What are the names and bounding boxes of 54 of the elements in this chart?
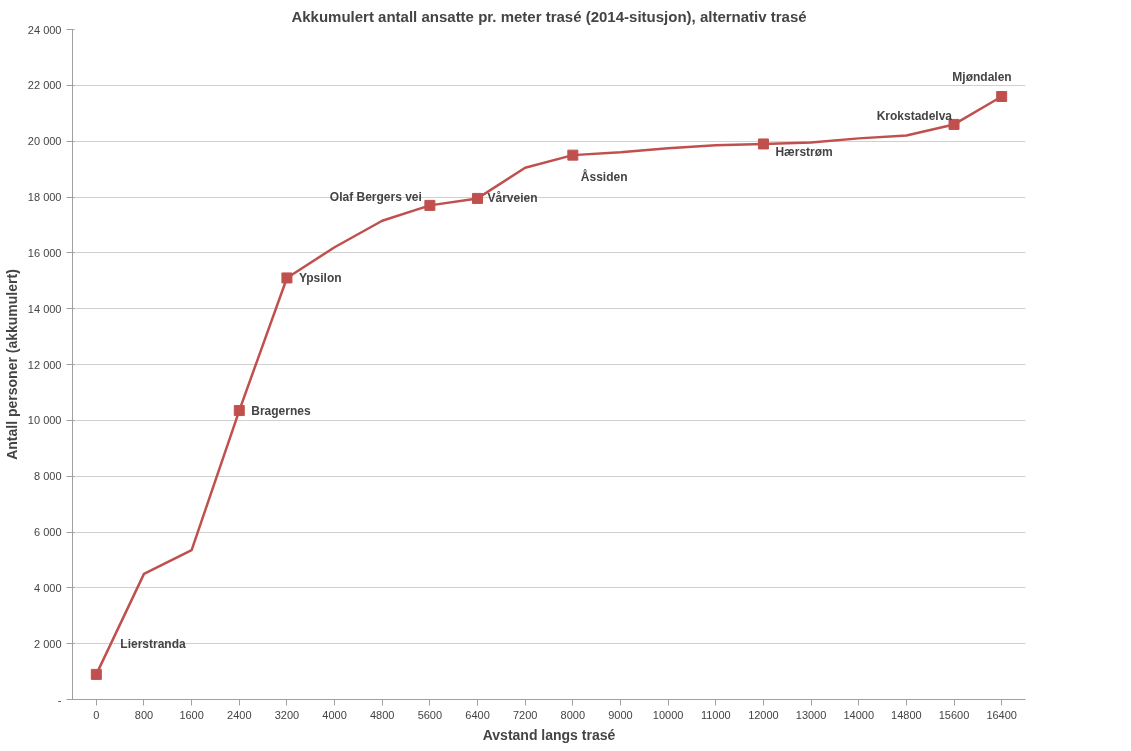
annotation: Vårveien [487,191,538,206]
y-tick-label: 12 000 [27,358,62,371]
x-tick-label: 4000 [322,708,347,721]
y-tick-label: 2 000 [33,637,62,650]
y-tick-label: 4 000 [33,581,62,594]
x-tick-label: 3200 [274,708,300,721]
x-tick-label: 9000 [608,708,633,721]
point [90,668,102,680]
y-axis-title: Antall personer (akkumulert) [3,269,20,460]
y-tick-label: - [57,693,62,706]
x-tick-label: 5600 [417,708,443,721]
x-tick-label: 16400 [986,708,1017,721]
x-tick-label: 1600 [179,708,204,721]
x-tick-label: 800 [134,708,154,721]
x-tick-label: 2400 [227,708,252,721]
x-tick-label: 11000 [700,708,731,721]
y-tick-label: 20 000 [27,135,62,148]
x-tick-label: 15600 [938,708,970,721]
x-tick-label: 13000 [795,708,827,721]
annotation: Ypsilon [298,270,342,285]
annotation: Lierstranda [120,637,187,652]
y-tick-label: 24 000 [27,23,62,36]
y-tick-label: 8 000 [33,470,62,483]
point [567,149,579,161]
y-tick-label: 14 000 [27,302,62,315]
point [757,138,769,150]
point [996,91,1008,102]
annotation: Krokstadelva [876,109,953,124]
y-tick-label: 22 000 [27,79,62,92]
annotation: Bragernes [251,403,311,418]
x-tick-label: 14800 [891,708,922,721]
x-tick-label: 7200 [512,708,538,721]
x-tick-label: 8000 [560,708,586,721]
x-tick-label: 12000 [748,708,779,721]
point [233,405,245,417]
x-tick-label: 14000 [843,708,875,721]
x-axis-title: Avstand langs trasé [482,726,616,743]
x-tick-label: 6400 [465,708,490,721]
chart-title: Akkumulert antall ansatte pr. meter trasé (2014-situsjon), alternativ trasé [291,7,807,25]
point [424,199,436,211]
y-tick-label: 18 000 [27,191,62,203]
y-tick-label: 6 000 [33,526,62,538]
point [281,272,293,284]
point [472,192,484,204]
annotation: Olaf Bergers vei [329,190,422,205]
y-tick-label: 16 000 [27,246,62,259]
annotation: Åssiden [580,169,628,185]
x-tick-label: 10000 [652,708,684,721]
x-tick-label: 0 [93,708,100,721]
annotation: Hærstrøm [775,144,833,159]
x-tick-label: 4800 [369,708,395,721]
y-tick-label: 10 000 [27,414,62,427]
annotation: Mjøndalen [952,69,1012,84]
point [948,118,960,130]
